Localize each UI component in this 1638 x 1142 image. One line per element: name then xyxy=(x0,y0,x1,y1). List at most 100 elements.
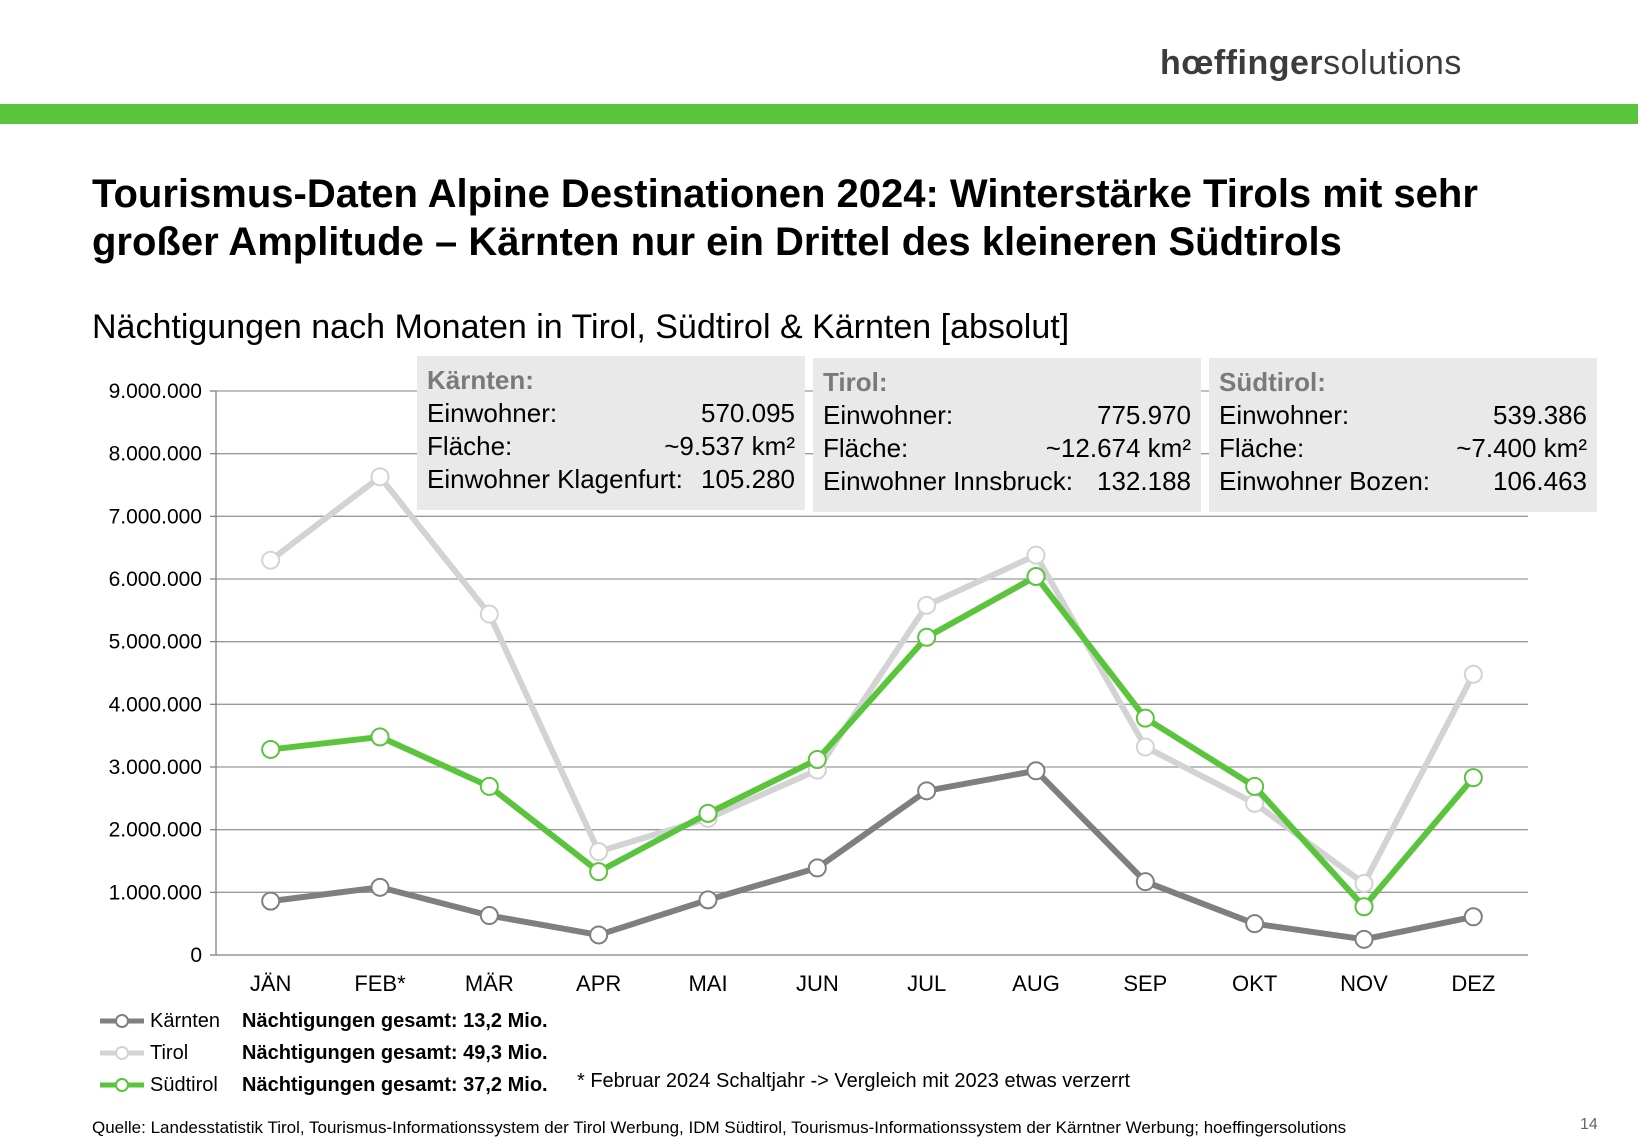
infobox-value: 132.188 xyxy=(1097,466,1191,496)
infobox-title: Südtirol: xyxy=(1219,367,1326,397)
infobox-label: Fläche: xyxy=(427,431,513,461)
logo-bold: hœffinger xyxy=(1160,44,1324,82)
series-kärnten xyxy=(261,761,1483,949)
infobox-label: Einwohner Innsbruck: xyxy=(823,466,1074,496)
infobox-label: Einwohner Klagenfurt: xyxy=(427,464,683,494)
y-tick-label: 0 xyxy=(190,944,202,967)
x-tick-label: MÄR xyxy=(465,971,514,996)
data-point xyxy=(261,550,281,570)
data-point xyxy=(1463,768,1483,788)
legend-item-tirol: Tirol Nächtigungen gesamt: 49,3 Mio. xyxy=(98,1038,548,1068)
legend-marker-suedtirol xyxy=(100,1078,144,1092)
data-point xyxy=(1354,929,1374,949)
infobox-value: 105.280 xyxy=(701,464,795,494)
data-point xyxy=(1463,664,1483,684)
x-tick-label: JUN xyxy=(796,971,839,996)
logo-light: solutions xyxy=(1323,44,1462,82)
infobox-label: Einwohner: xyxy=(823,400,954,430)
legend-label: Kärnten xyxy=(150,1009,221,1032)
infobox-label: Fläche: xyxy=(1219,433,1305,463)
accent-bar xyxy=(0,104,1638,124)
data-point xyxy=(1245,914,1265,934)
data-point xyxy=(479,776,499,796)
infobox-value: ~7.400 km² xyxy=(1456,433,1587,463)
data-point xyxy=(479,604,499,624)
data-point xyxy=(917,781,937,801)
series-tirol xyxy=(261,467,1483,894)
series-layer xyxy=(261,467,1483,949)
legend-total: Nächtigungen gesamt: 13,2 Mio. xyxy=(242,1009,548,1032)
y-tick-label: 8.000.000 xyxy=(109,443,202,466)
infobox-value: ~12.674 km² xyxy=(1045,433,1191,463)
company-logo: hœffingersolutions xyxy=(1160,44,1462,83)
data-point xyxy=(1245,776,1265,796)
infobox-value: 775.970 xyxy=(1097,400,1191,430)
infobox-value: 539.386 xyxy=(1493,400,1587,430)
x-tick-label: AUG xyxy=(1012,971,1060,996)
data-point xyxy=(917,595,937,615)
data-point xyxy=(1354,874,1374,894)
series-line xyxy=(267,573,1477,910)
x-tick-label: SEP xyxy=(1123,971,1167,996)
chart-subtitle: Nächtigungen nach Monaten in Tirol, Südt… xyxy=(92,308,1070,346)
slide-title: Tourismus-Daten Alpine Destinationen 202… xyxy=(92,172,1478,264)
x-tick-label: DEZ xyxy=(1451,971,1495,996)
y-tick-label: 7.000.000 xyxy=(109,505,202,528)
infobox-value: 106.463 xyxy=(1493,466,1587,496)
data-point xyxy=(370,727,390,747)
data-point xyxy=(370,877,390,897)
infobox-label: Einwohner Bozen: xyxy=(1219,466,1431,496)
x-tick-label: JÄN xyxy=(250,971,292,996)
legend-label: Tirol xyxy=(150,1041,189,1064)
series-südtirol xyxy=(261,566,1483,917)
infobox-row: Einwohner: 539.386 xyxy=(1219,399,1587,432)
series-line xyxy=(267,767,1477,943)
x-tick-label: NOV xyxy=(1340,971,1388,996)
infobox-label: Einwohner: xyxy=(1219,400,1350,430)
x-tick-label: MAI xyxy=(688,971,727,996)
data-point xyxy=(807,749,827,769)
infobox-value: ~9.537 km² xyxy=(664,431,795,461)
legend-item-suedtirol: Südtirol Nächtigungen gesamt: 37,2 Mio. xyxy=(98,1070,548,1100)
infobox-label: Einwohner: xyxy=(427,398,558,428)
infobox-row: Einwohner Innsbruck: 132.188 xyxy=(823,465,1191,498)
data-point xyxy=(1135,872,1155,892)
data-point xyxy=(1135,737,1155,757)
infobox-kaernten: Kärnten: Einwohner: 570.095 Fläche: ~9.537… xyxy=(417,356,805,510)
infobox-suedtirol: Südtirol: Einwohner: 539.386 Fläche: ~7.40… xyxy=(1209,358,1597,512)
y-tick-label: 6.000.000 xyxy=(109,568,202,591)
y-tick-label: 9.000.000 xyxy=(109,380,202,403)
data-point xyxy=(1026,566,1046,586)
data-point xyxy=(1354,897,1374,917)
y-tick-label: 4.000.000 xyxy=(109,693,202,716)
x-tick-label: APR xyxy=(576,971,621,996)
infobox-row: Einwohner Bozen: 106.463 xyxy=(1219,465,1587,498)
data-point xyxy=(479,906,499,926)
infobox-value: 570.095 xyxy=(701,398,795,428)
data-point xyxy=(589,862,609,882)
y-tick-label: 3.000.000 xyxy=(109,756,202,779)
data-point xyxy=(589,925,609,945)
infobox-row: Einwohner: 775.970 xyxy=(823,399,1191,432)
legend-label: Südtirol xyxy=(150,1073,218,1096)
data-point xyxy=(1026,761,1046,781)
page-number: 14 xyxy=(1580,1116,1598,1133)
y-axis: 0 1.000.000 2.000.000 3.000.000 4.000.000 5.0… xyxy=(109,380,217,967)
data-point xyxy=(261,891,281,911)
infobox-row: Einwohner Klagenfurt: 105.280 xyxy=(427,463,795,496)
infobox-title: Kärnten: xyxy=(427,365,534,395)
data-point xyxy=(370,467,390,487)
y-tick-label: 1.000.000 xyxy=(109,881,202,904)
infobox-tirol: Tirol: Einwohner: 775.970 Fläche: ~12.674 … xyxy=(813,358,1201,512)
infobox-row: Fläche: ~12.674 km² xyxy=(823,432,1191,465)
legend-marker-kaernten xyxy=(100,1014,144,1028)
data-point xyxy=(698,890,718,910)
data-point xyxy=(589,842,609,862)
infobox-row: Einwohner: 570.095 xyxy=(427,397,795,430)
data-point xyxy=(698,803,718,823)
data-point xyxy=(1463,907,1483,927)
x-tick-label: FEB* xyxy=(354,971,406,996)
x-axis: JÄN FEB* MÄR APR MAI JUN JUL AUG SEP OKT NOV DEZ xyxy=(250,971,1495,996)
legend-total: Nächtigungen gesamt: 37,2 Mio. xyxy=(242,1073,548,1096)
